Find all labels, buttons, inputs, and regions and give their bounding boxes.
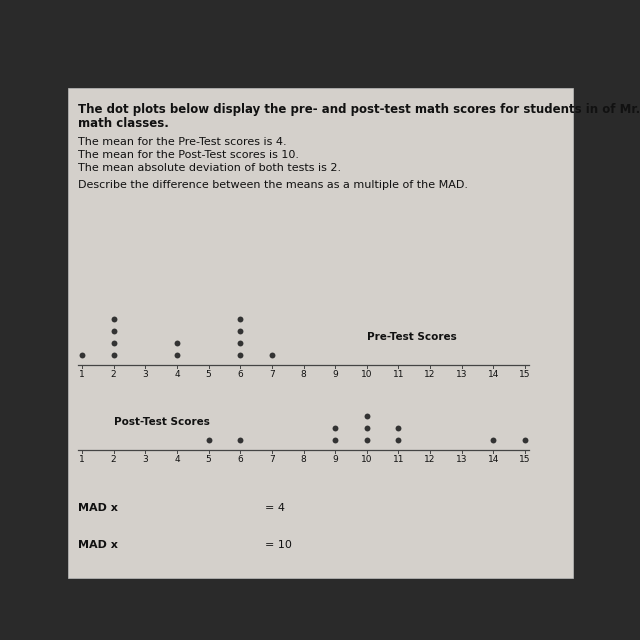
Text: 15: 15 [519, 370, 531, 379]
Point [77, 350, 87, 360]
Text: 12: 12 [424, 455, 436, 464]
Text: math classes.: math classes. [78, 117, 169, 130]
Text: 1: 1 [79, 370, 85, 379]
Text: 9: 9 [332, 455, 338, 464]
Bar [68, 88, 573, 578]
Text: 8: 8 [301, 370, 307, 379]
Point [204, 435, 214, 445]
Text: MAD x: MAD x [78, 503, 118, 513]
Text: 2: 2 [111, 370, 116, 379]
Text: The mean for the Pre-Test scores is 4.: The mean for the Pre-Test scores is 4. [78, 137, 287, 147]
Text: The mean absolute deviation of both tests is 2.: The mean absolute deviation of both test… [78, 163, 341, 173]
Point [330, 423, 340, 433]
Text: 11: 11 [393, 370, 404, 379]
Text: 14: 14 [488, 455, 499, 464]
Text: 3: 3 [143, 370, 148, 379]
Point [172, 350, 182, 360]
Text: 2: 2 [111, 455, 116, 464]
Text: 10: 10 [361, 455, 372, 464]
Text: MAD x: MAD x [78, 540, 118, 550]
Point [109, 314, 119, 324]
Text: 9: 9 [332, 370, 338, 379]
Text: 8: 8 [301, 455, 307, 464]
Text: = 10: = 10 [265, 540, 292, 550]
Point [267, 350, 277, 360]
Text: 7: 7 [269, 455, 275, 464]
Text: 5: 5 [205, 370, 211, 379]
Point [235, 350, 245, 360]
Point [394, 435, 404, 445]
Point [235, 338, 245, 348]
Text: 10: 10 [361, 370, 372, 379]
Point [235, 326, 245, 336]
Text: = 4: = 4 [265, 503, 285, 513]
Point [394, 423, 404, 433]
Text: 4: 4 [174, 370, 180, 379]
Text: 13: 13 [456, 455, 467, 464]
Point [109, 350, 119, 360]
Point [109, 338, 119, 348]
Point [172, 338, 182, 348]
Text: Describe the difference between the means as a multiple of the MAD.: Describe the difference between the mean… [78, 180, 468, 190]
Text: 11: 11 [393, 455, 404, 464]
Point [235, 314, 245, 324]
Text: 15: 15 [519, 455, 531, 464]
Text: 1: 1 [79, 455, 85, 464]
Text: 4: 4 [174, 455, 180, 464]
Text: 6: 6 [237, 370, 243, 379]
Text: Post-Test Scores: Post-Test Scores [114, 417, 209, 427]
Text: 14: 14 [488, 370, 499, 379]
Text: The mean for the Post-Test scores is 10.: The mean for the Post-Test scores is 10. [78, 150, 299, 160]
Point [109, 326, 119, 336]
Text: 7: 7 [269, 370, 275, 379]
Point [362, 435, 372, 445]
Text: 6: 6 [237, 455, 243, 464]
Point [362, 423, 372, 433]
Text: 5: 5 [205, 455, 211, 464]
Text: The dot plots below display the pre- and post-test math scores for students in o: The dot plots below display the pre- and… [78, 103, 640, 116]
Point [330, 435, 340, 445]
Point [488, 435, 499, 445]
Text: 13: 13 [456, 370, 467, 379]
Point [362, 411, 372, 421]
Text: Pre-Test Scores: Pre-Test Scores [367, 332, 456, 342]
Point [235, 435, 245, 445]
Text: 3: 3 [143, 455, 148, 464]
Text: 12: 12 [424, 370, 436, 379]
Point [520, 435, 530, 445]
